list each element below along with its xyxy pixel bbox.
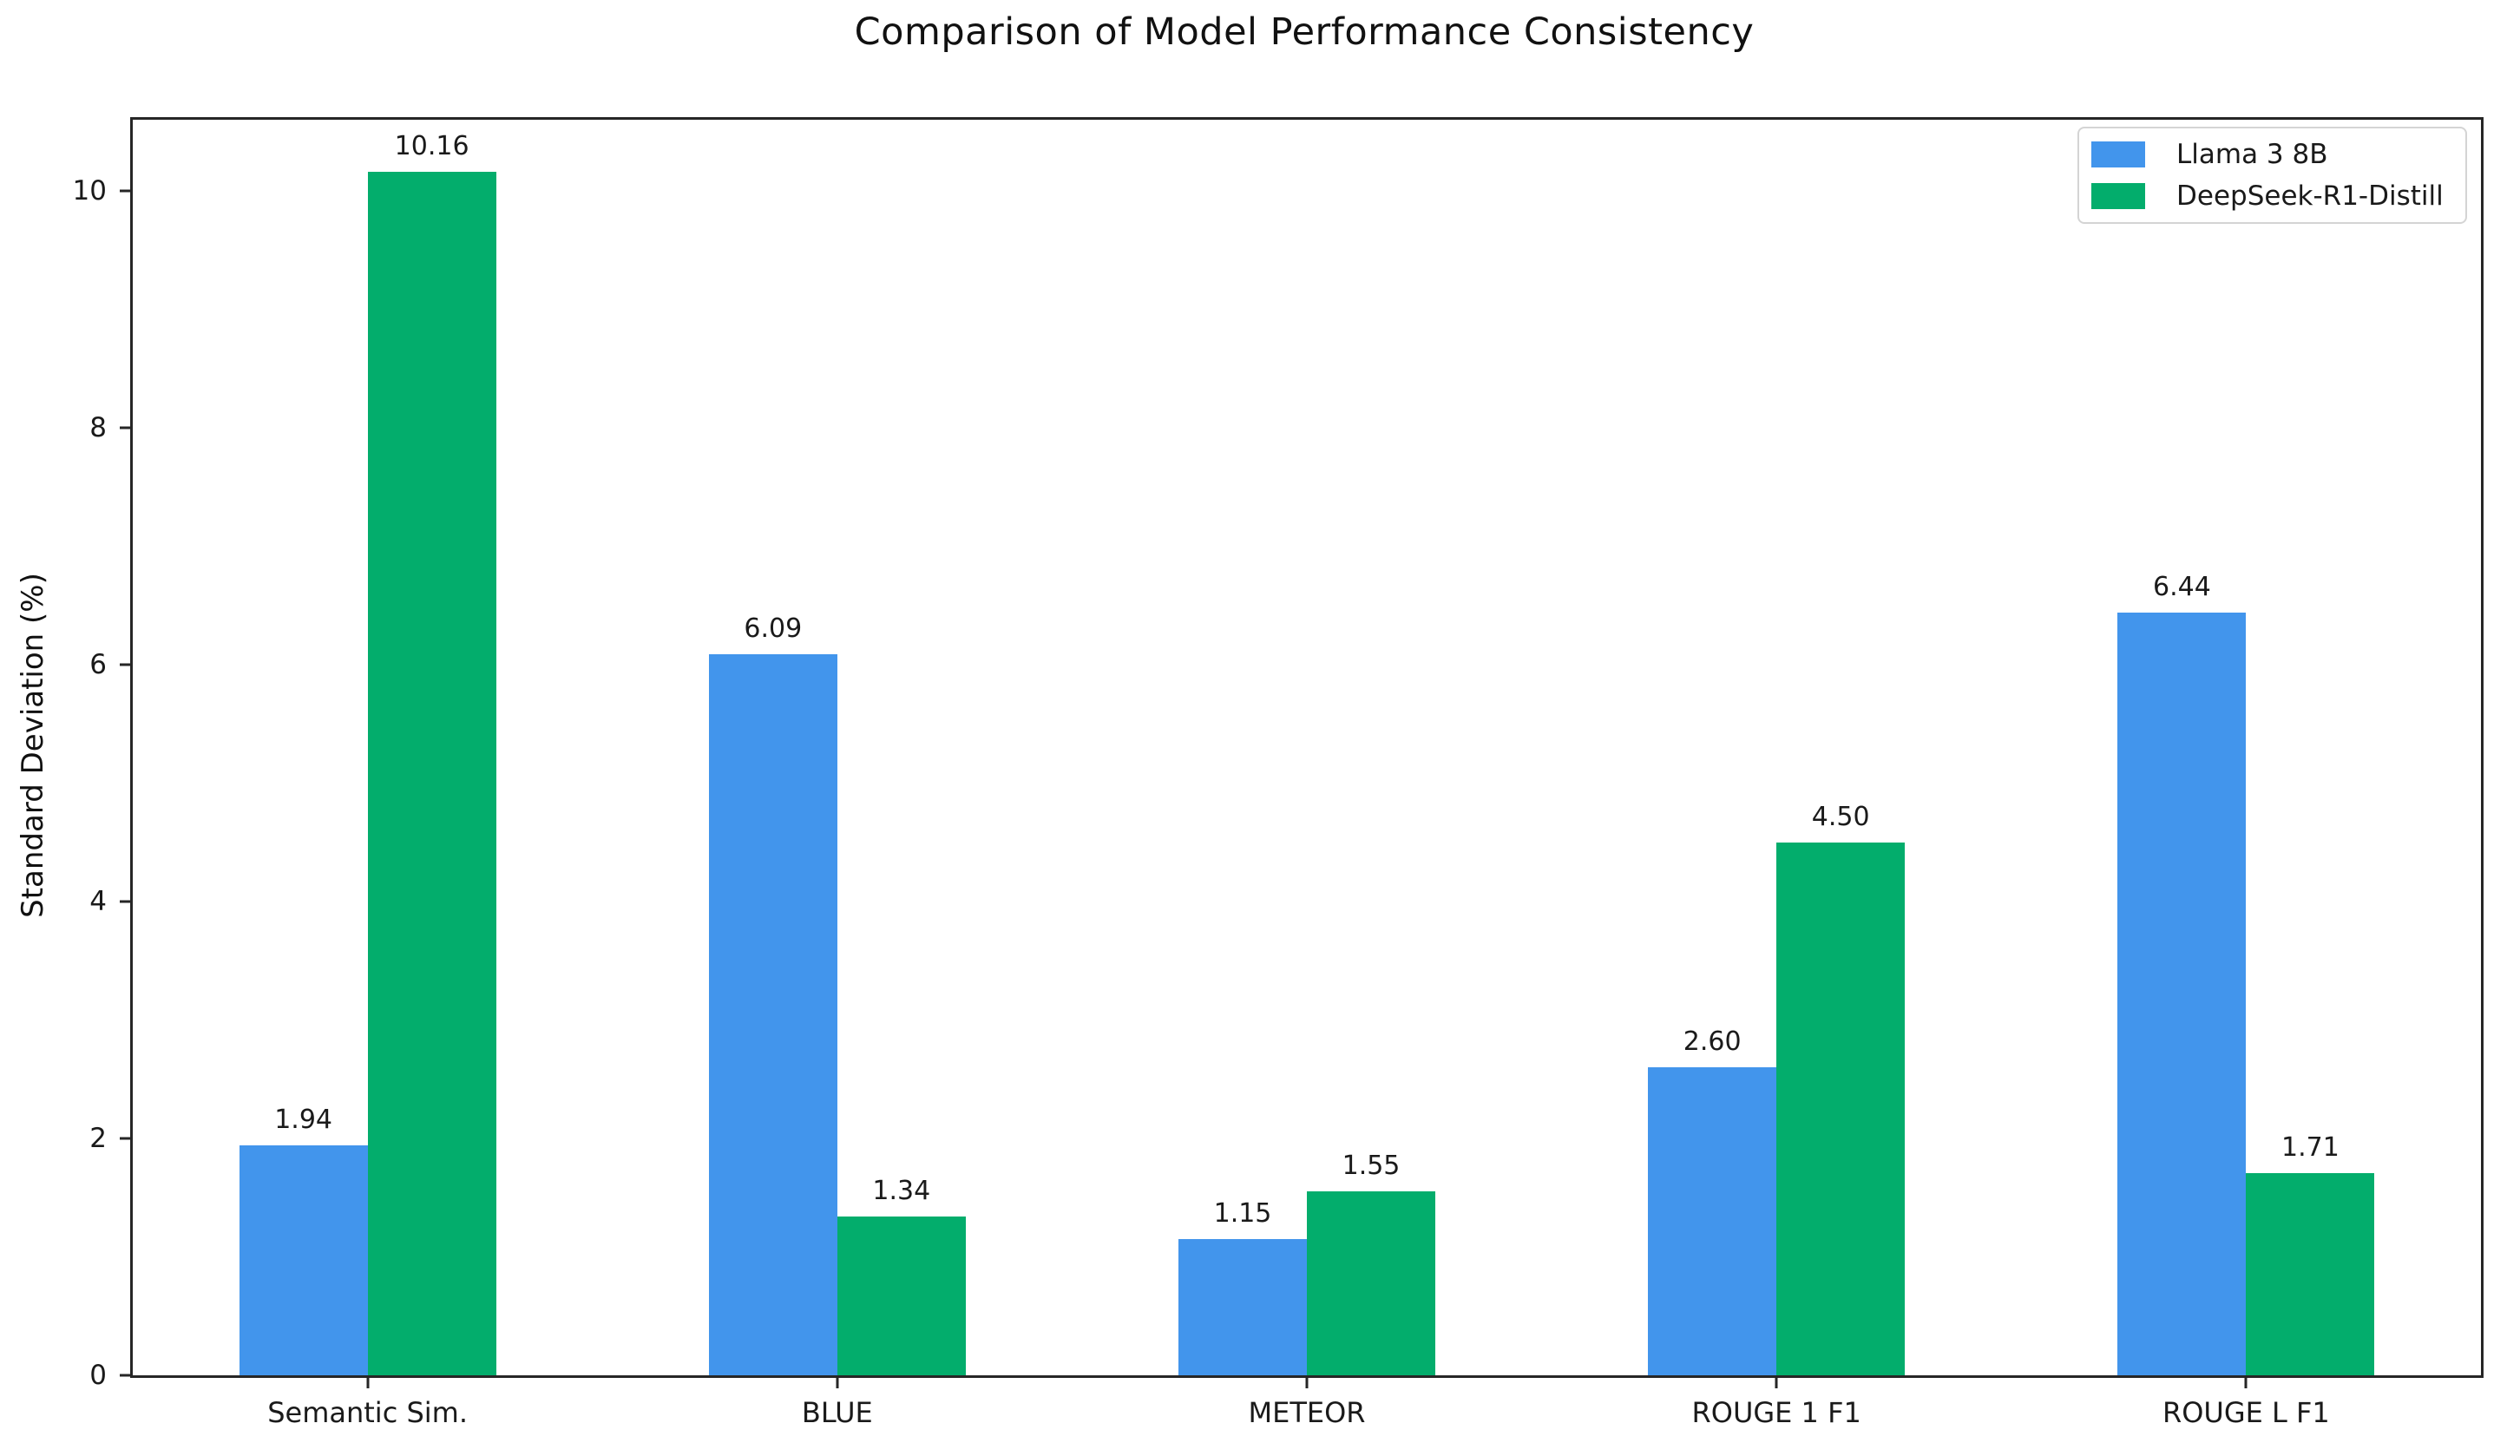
y-tick-mark [120,663,130,666]
legend-item: Llama 3 8B [2091,139,2465,170]
bar [1648,1067,1777,1375]
bar-value-label: 1.71 [2280,1131,2340,1163]
x-category-label: ROUGE 1 F1 [1691,1396,1861,1429]
bar [1307,1191,1435,1375]
legend: Llama 3 8B DeepSeek-R1-Distill [2077,127,2467,224]
y-tick-label: 4 [89,885,107,917]
x-tick-mark [366,1378,370,1388]
bar-value-label: 1.34 [872,1176,931,1207]
bar [2117,612,2247,1375]
y-tick-label: 6 [89,648,107,680]
x-category-label: Semantic Sim. [267,1396,468,1429]
y-tick-mark [120,189,130,193]
x-tick-mark [1305,1378,1309,1388]
x-category-label: METEOR [1248,1396,1366,1429]
legend-item: DeepSeek-R1-Distill [2091,180,2465,212]
legend-label: Llama 3 8B [2176,139,2328,170]
bar [1178,1239,1307,1375]
bar-value-label: 1.15 [1213,1198,1272,1230]
x-category-label: ROUGE L F1 [2162,1396,2330,1429]
bar [367,172,496,1375]
legend-swatch-icon [2091,183,2145,209]
bar [708,653,837,1375]
bar-value-label: 6.09 [744,613,803,644]
y-tick-mark [120,1137,130,1140]
y-tick-mark [120,900,130,903]
y-axis-label-wrap: Standard Deviation (%) [12,117,54,1373]
bar-value-label: 6.44 [2152,571,2211,602]
y-tick-label: 0 [89,1360,107,1391]
chart-title: Comparison of Model Performance Consiste… [854,10,1755,54]
y-tick-mark [120,1374,130,1377]
y-tick-mark [120,426,130,430]
x-tick-mark [1775,1378,1778,1388]
x-category-label: BLUE [801,1396,873,1429]
y-tick-label: 2 [89,1122,107,1154]
bar-value-label: 1.94 [274,1105,332,1136]
y-tick-label: 10 [72,174,107,207]
bar-value-label: 4.50 [1811,801,1870,832]
legend-label: DeepSeek-R1-Distill [2176,180,2444,212]
bar [239,1145,368,1375]
bar [1776,842,1906,1375]
bar-value-label: 1.55 [1342,1151,1401,1182]
legend-swatch-icon [2091,141,2145,167]
plot-area: 0 2 4 6 8 10 Semantic Sim. 1.94 10.16 BLUE 6.09 1.3… [73,117,2484,1429]
x-tick-mark [2244,1378,2248,1388]
bar [837,1217,966,1375]
y-axis-label: Standard Deviation (%) [16,572,50,918]
bar-value-label: 10.16 [394,131,469,162]
x-tick-mark [836,1378,839,1388]
bar [2246,1172,2375,1375]
bar-value-label: 2.60 [1683,1026,1742,1058]
y-tick-label: 8 [89,411,107,443]
